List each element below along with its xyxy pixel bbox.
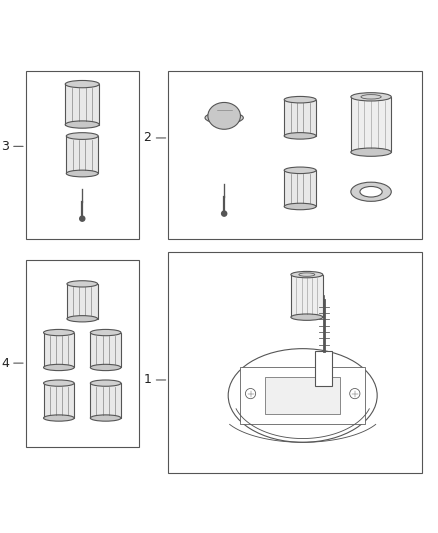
Ellipse shape bbox=[90, 365, 121, 370]
Text: 2: 2 bbox=[144, 132, 152, 144]
Bar bbox=[67, 284, 98, 319]
Ellipse shape bbox=[65, 80, 99, 88]
Bar bbox=[351, 97, 391, 152]
Ellipse shape bbox=[360, 187, 382, 197]
Circle shape bbox=[80, 216, 85, 221]
Bar bbox=[26, 260, 139, 447]
Bar bbox=[43, 383, 74, 418]
Bar bbox=[240, 367, 365, 424]
Ellipse shape bbox=[43, 329, 74, 336]
Bar bbox=[284, 171, 316, 206]
Ellipse shape bbox=[205, 112, 244, 124]
Bar bbox=[43, 333, 74, 367]
Ellipse shape bbox=[90, 415, 121, 421]
Ellipse shape bbox=[351, 182, 391, 201]
Ellipse shape bbox=[284, 133, 316, 139]
Ellipse shape bbox=[291, 314, 323, 320]
Ellipse shape bbox=[43, 415, 74, 421]
Ellipse shape bbox=[284, 96, 316, 103]
Bar bbox=[90, 383, 121, 418]
Ellipse shape bbox=[228, 349, 377, 442]
Bar bbox=[315, 351, 332, 386]
Ellipse shape bbox=[351, 93, 391, 101]
Ellipse shape bbox=[67, 281, 98, 287]
Ellipse shape bbox=[66, 133, 98, 140]
Ellipse shape bbox=[284, 167, 316, 174]
Bar bbox=[90, 333, 121, 367]
Bar bbox=[65, 84, 99, 125]
Text: 4: 4 bbox=[1, 357, 9, 369]
Circle shape bbox=[222, 211, 227, 216]
Ellipse shape bbox=[43, 365, 74, 370]
Ellipse shape bbox=[65, 121, 99, 128]
Ellipse shape bbox=[351, 148, 391, 156]
Circle shape bbox=[245, 389, 256, 399]
Ellipse shape bbox=[66, 170, 98, 177]
Ellipse shape bbox=[291, 271, 323, 278]
Ellipse shape bbox=[43, 380, 74, 386]
Bar bbox=[66, 136, 98, 174]
Bar bbox=[169, 252, 422, 473]
Bar bbox=[26, 71, 139, 239]
Ellipse shape bbox=[67, 316, 98, 322]
Ellipse shape bbox=[284, 203, 316, 210]
Text: 3: 3 bbox=[1, 140, 9, 153]
Bar bbox=[169, 71, 422, 239]
Ellipse shape bbox=[90, 329, 121, 336]
Ellipse shape bbox=[208, 102, 240, 130]
Bar bbox=[291, 274, 323, 317]
Ellipse shape bbox=[90, 380, 121, 386]
Text: 1: 1 bbox=[144, 374, 152, 386]
Bar bbox=[284, 100, 316, 136]
Bar bbox=[265, 377, 340, 414]
Circle shape bbox=[350, 389, 360, 399]
